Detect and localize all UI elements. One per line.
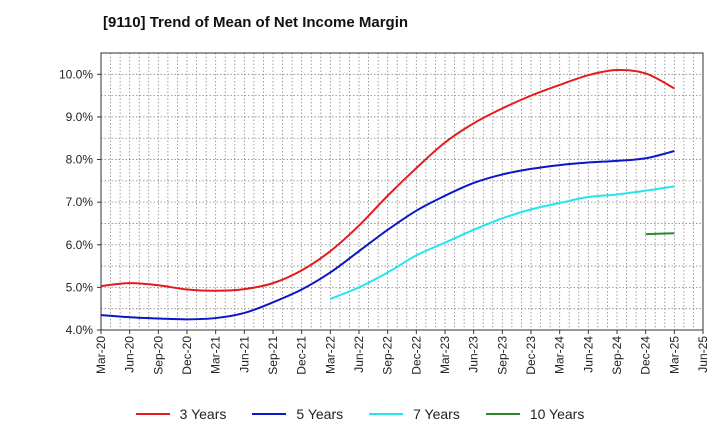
legend-swatch <box>252 413 287 415</box>
series-layer <box>100 68 675 321</box>
series-line-5-years <box>100 150 675 321</box>
y-tick-label: 10.0% <box>59 67 93 81</box>
y-tick-label: 7.0% <box>66 195 94 209</box>
x-tick-label: Mar-22 <box>323 336 337 374</box>
x-tick-label: Sep-23 <box>495 336 509 375</box>
x-tick-label: Sep-24 <box>610 336 624 375</box>
legend-swatch <box>485 413 520 415</box>
x-tick-label: Jun-25 <box>696 336 710 373</box>
legend: 3 Years 5 Years 7 Years 10 Years <box>0 406 720 422</box>
x-tick-label: Dec-24 <box>639 336 653 375</box>
x-tick-label: Mar-25 <box>667 336 681 374</box>
x-tick-label: Sep-21 <box>266 336 280 375</box>
x-tick-label: Jun-24 <box>581 336 595 373</box>
y-tick-label: 5.0% <box>66 280 94 294</box>
x-tick-label: Mar-21 <box>209 336 223 374</box>
x-tick-label: Jun-22 <box>352 336 366 373</box>
legend-item: 10 Years <box>485 406 585 422</box>
x-tick-label: Mar-24 <box>553 336 567 374</box>
series-line-10-years <box>645 232 675 236</box>
series-line-7-years <box>329 185 675 300</box>
x-tick-label: Dec-21 <box>295 336 309 375</box>
legend-label: 3 Years <box>179 406 227 422</box>
grid-layer <box>101 52 703 330</box>
legend-label: 10 Years <box>529 406 585 422</box>
legend-item: 7 Years <box>369 406 460 422</box>
x-tick-label: Mar-20 <box>94 336 108 374</box>
legend-label: 7 Years <box>413 406 460 422</box>
legend-swatch <box>369 413 404 415</box>
x-tick-label: Sep-20 <box>151 336 165 375</box>
x-tick-label: Jun-23 <box>467 336 481 373</box>
y-tick-label: 9.0% <box>66 110 94 124</box>
legend-item: 5 Years <box>252 406 343 422</box>
x-tick-label: Dec-22 <box>409 336 423 375</box>
x-tick-label: Jun-21 <box>237 336 251 373</box>
x-tick-label: Sep-22 <box>381 336 395 375</box>
axis-layer: 4.0% 5.0% 6.0% 7.0% 8.0% 9.0% 10.0% Mar-20 Jun-2… <box>59 52 710 375</box>
y-tick-label: 8.0% <box>66 153 94 167</box>
x-tick-label: Dec-23 <box>524 336 538 375</box>
legend-label: 5 Years <box>296 406 344 422</box>
y-tick-label: 6.0% <box>66 238 94 252</box>
series-line-3-years <box>100 68 675 292</box>
chart-title: [9110] Trend of Mean of Net Income Margi… <box>103 14 409 31</box>
y-tick-label: 4.0% <box>66 323 94 337</box>
legend-item: 3 Years <box>135 406 227 422</box>
x-tick-label: Jun-20 <box>123 336 137 373</box>
legend-swatch <box>135 413 170 415</box>
plot-frame <box>100 52 704 331</box>
x-tick-label: Mar-23 <box>438 336 452 374</box>
x-tick-label: Dec-20 <box>180 336 194 375</box>
